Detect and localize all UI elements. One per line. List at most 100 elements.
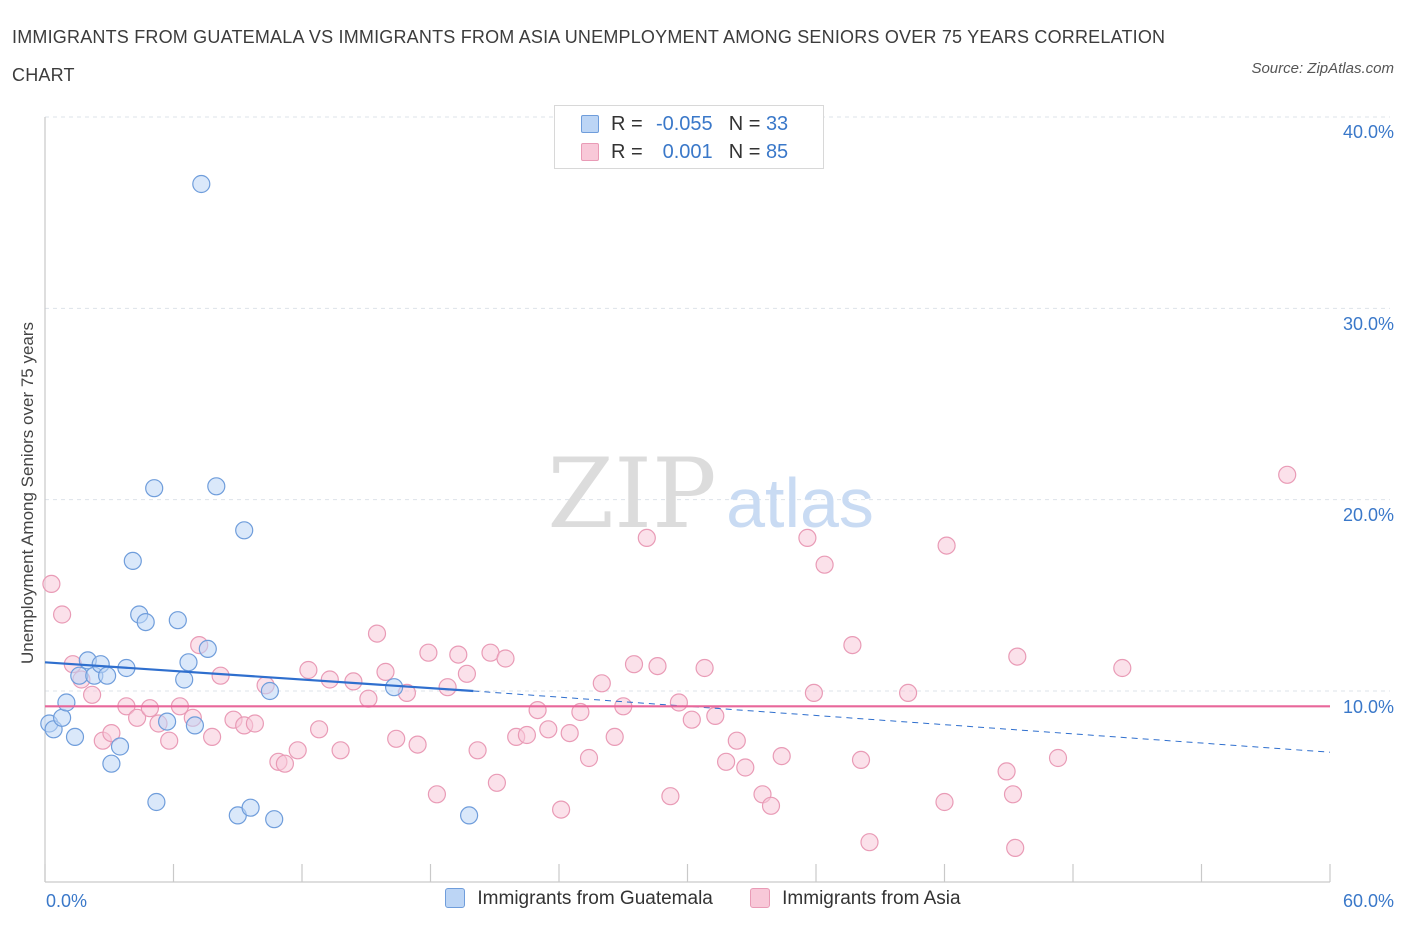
guatemala-point: [158, 712, 177, 731]
guatemala-point: [110, 737, 130, 756]
guatemala-point: [97, 666, 117, 685]
asia-point: [1008, 647, 1027, 666]
guatemala-point: [168, 611, 187, 630]
legend-n-asia: 85: [765, 141, 789, 163]
asia-point: [52, 605, 72, 624]
guatemala-point: [192, 174, 211, 194]
asia-point: [1113, 658, 1132, 678]
correlation-legend: R = -0.055 N = 33 R = 0.001 N = 85: [554, 105, 824, 169]
asia-point: [669, 693, 689, 712]
asia-point: [160, 731, 179, 750]
gridlines: [45, 116, 1390, 692]
asia-points: [42, 465, 1297, 858]
asia-point: [419, 643, 438, 662]
asia-point: [815, 555, 834, 574]
asia-point: [727, 731, 746, 750]
asia-point: [860, 833, 879, 852]
asia-point: [695, 658, 714, 678]
guatemala-point: [385, 678, 404, 697]
guatemala-point: [175, 670, 194, 689]
y-tick-20: 20.0%: [1342, 505, 1394, 525]
asia-point: [128, 708, 147, 727]
asia-point: [457, 664, 476, 683]
asia-point: [937, 536, 956, 555]
chart-title: IMMIGRANTS FROM GUATEMALA VS IMMIGRANTS …: [12, 27, 1166, 85]
asia-point: [579, 748, 599, 768]
legend-swatch-guatemala: [445, 888, 466, 908]
asia-point: [706, 706, 725, 726]
asia-point: [843, 635, 862, 655]
asia-point: [203, 727, 222, 747]
legend-item-guatemala[interactable]: Immigrants from Guatemala: [445, 888, 713, 910]
asia-point: [804, 683, 824, 703]
legend-r-label: R =: [611, 141, 643, 163]
legend-swatch-asia: [581, 143, 599, 161]
asia-point: [517, 725, 537, 745]
asia-point: [211, 666, 230, 685]
legend-r-guatemala: -0.055: [655, 113, 713, 135]
asia-point: [449, 645, 468, 664]
asia-point: [798, 528, 817, 548]
asia-point: [42, 574, 61, 594]
asia-point: [288, 741, 307, 760]
guatemala-point: [198, 639, 217, 659]
legend-r-label: R =: [611, 113, 643, 135]
guatemala-point: [52, 708, 72, 727]
guatemala-point: [185, 716, 204, 735]
asia-point: [245, 714, 264, 733]
asia-point: [487, 773, 506, 792]
asia-point: [560, 723, 579, 743]
watermark-atlas: atlas: [726, 464, 874, 542]
guatemala-point: [102, 754, 121, 773]
asia-point: [624, 655, 644, 674]
asia-point: [851, 750, 871, 770]
asia-point: [102, 723, 121, 743]
y-tick-30: 30.0%: [1342, 314, 1394, 334]
watermark-zip: ZIP: [547, 438, 716, 550]
legend-label-asia: Immigrants from Asia: [782, 888, 961, 909]
guatemala-point: [460, 806, 479, 825]
asia-point: [140, 699, 159, 718]
asia-point: [310, 720, 329, 739]
guatemala-point: [241, 798, 260, 817]
guatemala-points: [40, 174, 479, 829]
x-tick-min: 0.0%: [46, 891, 88, 911]
guatemala-trend-dashed: [473, 690, 1331, 753]
asia-point: [539, 720, 558, 739]
guatemala-point: [57, 693, 76, 712]
asia-point: [605, 727, 624, 747]
legend-row-guatemala: R = -0.055 N = 33: [581, 111, 788, 137]
asia-point: [376, 662, 395, 682]
y-tick-10: 10.0%: [1342, 697, 1394, 717]
asia-point: [408, 735, 427, 754]
legend-r-asia: 0.001: [662, 141, 713, 163]
asia-point: [682, 710, 701, 729]
asia-point: [1278, 465, 1297, 484]
asia-point: [344, 672, 363, 691]
asia-point: [367, 624, 387, 643]
guatemala-point: [260, 681, 279, 701]
legend-n-guatemala: 33: [765, 113, 789, 135]
asia-point: [551, 800, 571, 819]
guatemala-point: [136, 612, 155, 632]
guatemala-point: [145, 479, 164, 498]
asia-point: [468, 741, 487, 760]
guatemala-point: [207, 477, 226, 496]
asia-point: [571, 702, 590, 722]
asia-point: [387, 729, 406, 748]
legend-item-asia[interactable]: Immigrants from Asia: [750, 888, 961, 910]
guatemala-trend-solid: [44, 661, 474, 693]
watermark: ZIP atlas: [547, 438, 874, 550]
asia-point: [935, 792, 954, 812]
legend-row-asia: R = 0.001 N = 85: [581, 139, 788, 165]
asia-point: [438, 678, 457, 697]
asia-point: [496, 649, 515, 668]
guatemala-point: [235, 521, 254, 540]
asia-point: [299, 660, 318, 680]
asia-point: [82, 685, 102, 704]
legend-label-guatemala: Immigrants from Guatemala: [477, 888, 713, 909]
guatemala-point: [65, 727, 85, 747]
x-tick-max: 60.0%: [1342, 891, 1394, 911]
asia-point: [661, 787, 680, 806]
